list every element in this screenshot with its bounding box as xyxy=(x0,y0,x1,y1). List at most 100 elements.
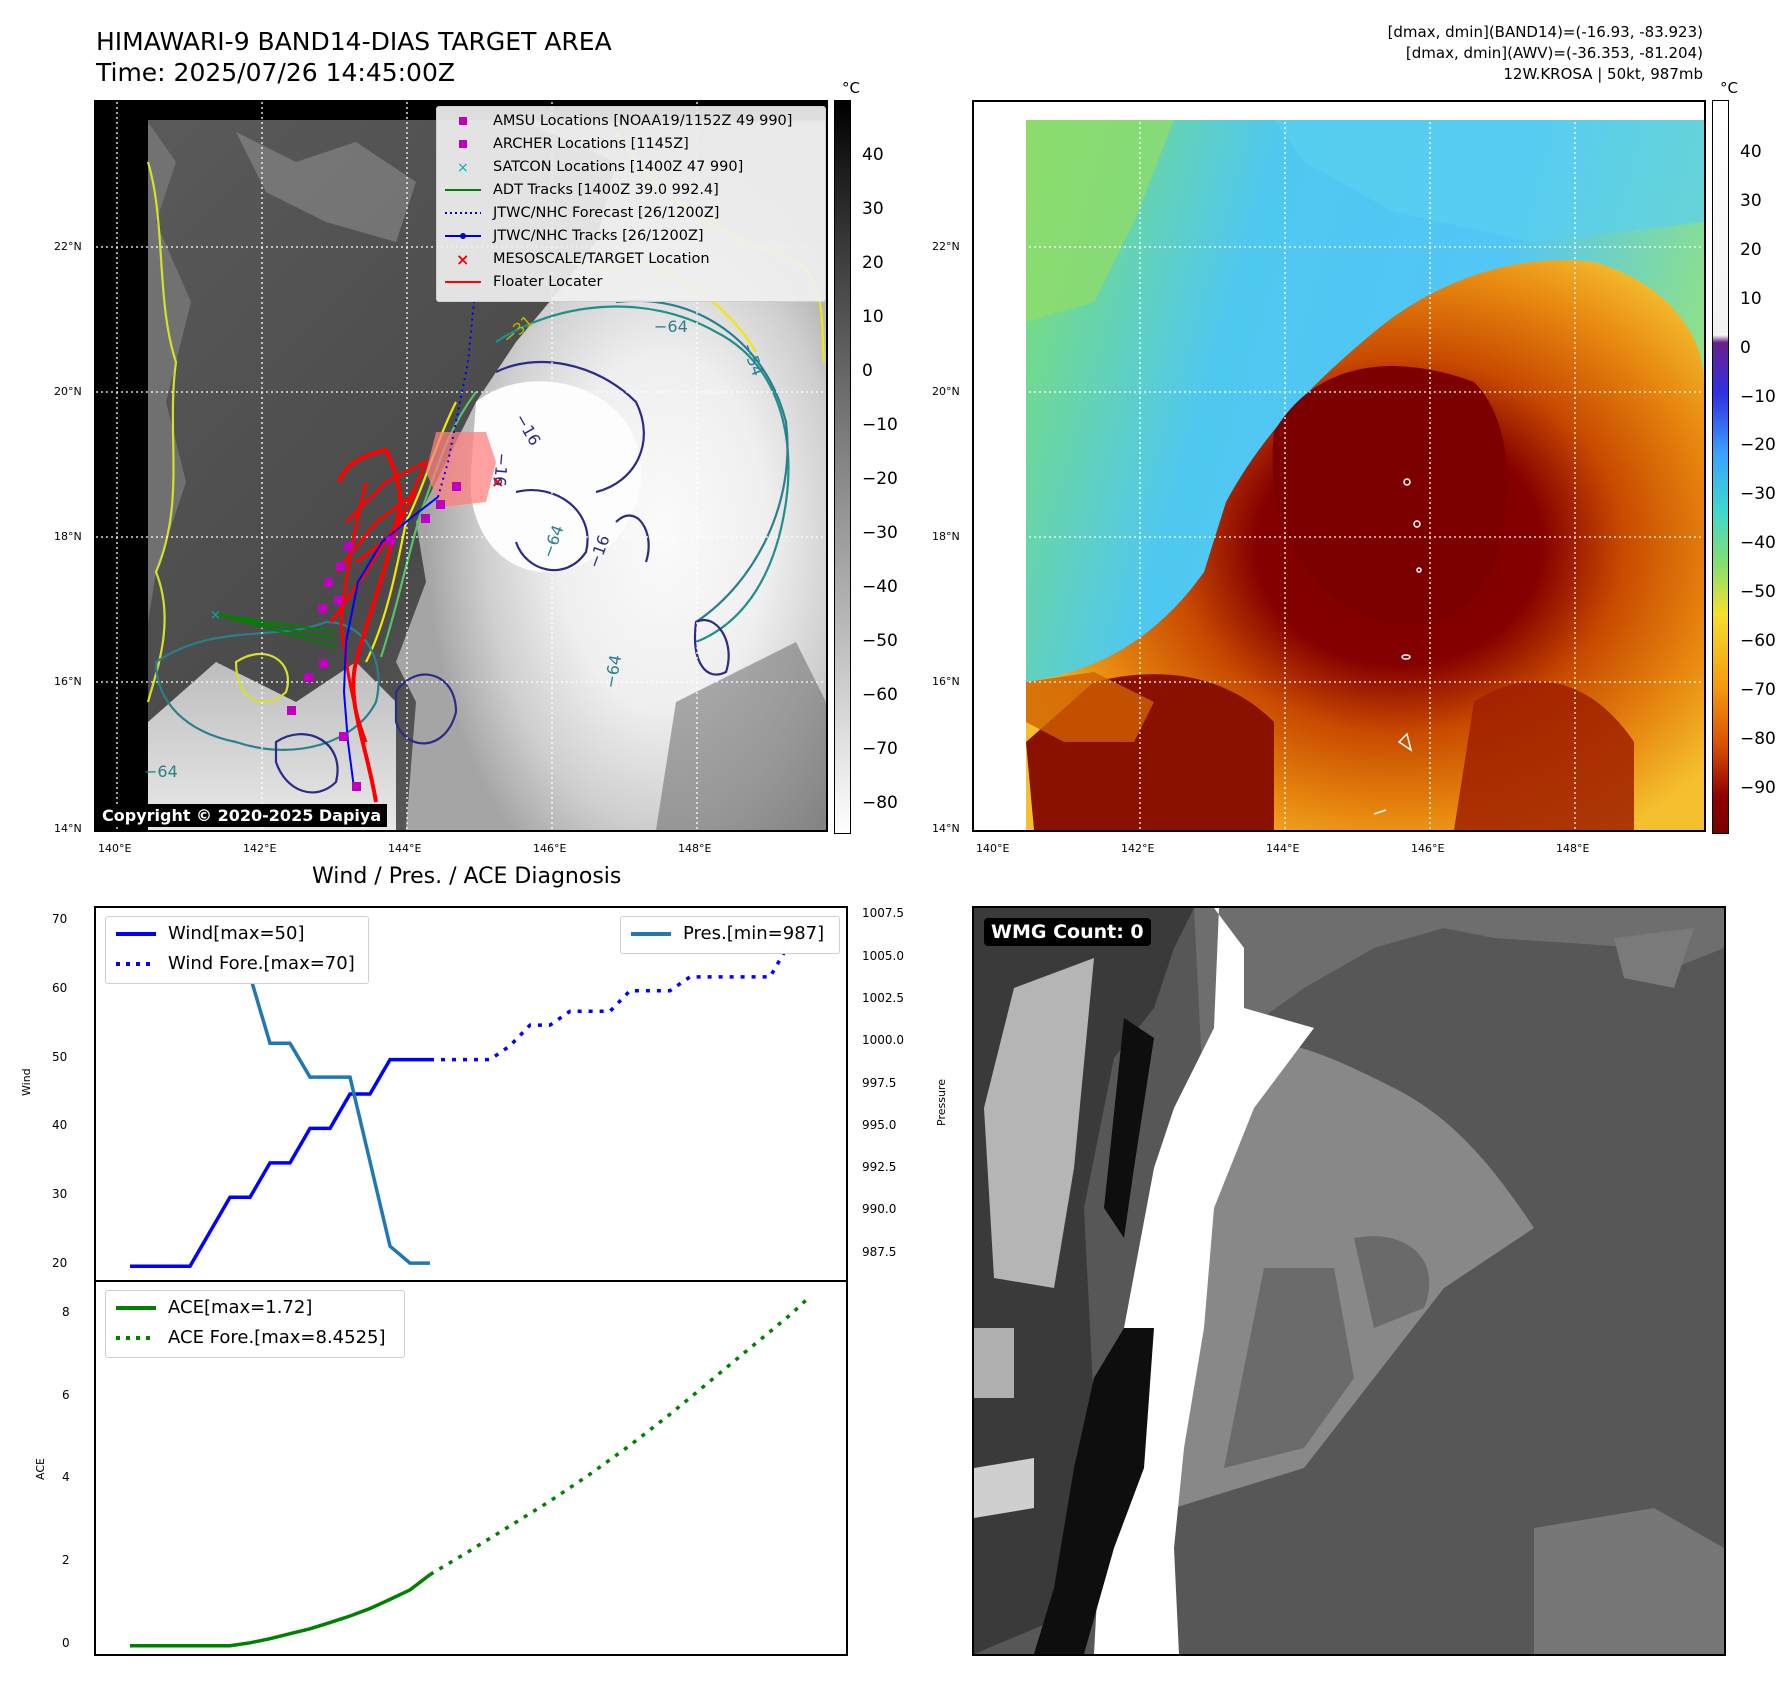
awv-colorbar-tick: −30 xyxy=(1740,484,1776,505)
ir-colorbar-tick: −50 xyxy=(862,631,898,651)
awv-colorbar-tick: 20 xyxy=(1740,239,1762,260)
svg-text:×: × xyxy=(491,472,504,491)
wind-tick-label: 40 xyxy=(52,1118,68,1133)
ir-colorbar-tick: −60 xyxy=(862,685,898,705)
lon-label: 148°E xyxy=(1556,842,1590,855)
wind-tick-label: 50 xyxy=(52,1049,68,1064)
awv-colorbar-tick: 0 xyxy=(1740,337,1751,358)
ace-tick-label: 2 xyxy=(62,1553,70,1568)
wind-line xyxy=(130,1057,430,1268)
legend-adt: ADT Tracks [1400Z 39.0 992.4] xyxy=(445,182,719,198)
legend-ace-fore: ACE Fore.[max=8.4525] xyxy=(116,1327,386,1348)
ir-colorbar-tick: −70 xyxy=(862,739,898,759)
svg-text:×: × xyxy=(456,250,469,268)
figure-title-line2: Time: 2025/07/26 14:45:00Z xyxy=(96,58,455,87)
lat-label: 18°N xyxy=(932,530,960,543)
svg-text:×: × xyxy=(210,608,221,623)
wind-tick-label: 60 xyxy=(52,980,68,995)
ir-colorbar-unit: °C xyxy=(842,79,860,97)
ace-forecast-line xyxy=(429,1295,812,1577)
lon-label: 146°E xyxy=(533,842,567,855)
lat-label: 16°N xyxy=(932,675,960,688)
awv-colorbar-tick: 10 xyxy=(1740,288,1762,309)
ace-tick-label: 6 xyxy=(62,1387,70,1402)
awv-colorbar-tick: −10 xyxy=(1740,386,1776,407)
pressure-tick-label: 987.5 xyxy=(862,1244,897,1259)
contour-label: −64 xyxy=(144,762,178,781)
awv-colorbar-unit: °C xyxy=(1720,79,1738,97)
legend-jtwc-tracks: JTWC/NHC Tracks [26/1200Z] xyxy=(443,227,704,245)
awv-satellite-panel xyxy=(972,100,1706,832)
ace-chart: ACE[max=1.72] ACE Fore.[max=8.4525] xyxy=(94,1280,848,1656)
lat-label: 20°N xyxy=(54,385,82,398)
awv-colorbar-tick: −50 xyxy=(1740,582,1776,603)
ir-colorbar-tick: 40 xyxy=(862,145,884,165)
legend-wind-fore: Wind Fore.[max=70] xyxy=(116,953,355,974)
ir-colorbar-tick: −40 xyxy=(862,577,898,597)
wind-forecast-line xyxy=(430,940,810,1062)
ace-line xyxy=(130,1573,432,1648)
wind-axis-title: Wind xyxy=(20,1068,33,1096)
lat-label: 16°N xyxy=(54,675,82,688)
track-legend: AMSU Locations [NOAA19/1152Z 49 990] ARC… xyxy=(436,106,826,302)
lon-label: 144°E xyxy=(1266,842,1300,855)
ir-colorbar-tick: −30 xyxy=(862,523,898,543)
awv-colorbar-tick: −90 xyxy=(1740,777,1776,798)
lon-label: 142°E xyxy=(243,842,277,855)
lat-label: 22°N xyxy=(932,240,960,253)
info-band14: [dmax, dmin](BAND14)=(-16.93, -83.923) xyxy=(1387,23,1703,41)
ace-legend: ACE[max=1.72] ACE Fore.[max=8.4525] xyxy=(105,1290,405,1358)
legend-jtwc-forecast: JTWC/NHC Forecast [26/1200Z] xyxy=(445,205,720,221)
legend-archer: ARCHER Locations [1145Z] xyxy=(443,135,689,153)
awv-colorbar-tick: −80 xyxy=(1740,728,1776,749)
pressure-tick-label: 1007.5 xyxy=(862,906,904,921)
pressure-tick-label: 1005.0 xyxy=(862,948,904,963)
diagnosis-title: Wind / Pres. / ACE Diagnosis xyxy=(312,864,622,889)
legend-target: × MESOSCALE/TARGET Location xyxy=(456,250,710,269)
legend-amsu: AMSU Locations [NOAA19/1152Z 49 990] xyxy=(443,112,792,130)
ir-colorbar-tick: −20 xyxy=(862,469,898,489)
lon-label: 142°E xyxy=(1121,842,1155,855)
wmg-count-badge: WMG Count: 0 xyxy=(984,918,1151,946)
wind-tick-label: 70 xyxy=(52,911,68,926)
awv-colorbar-tick: −20 xyxy=(1740,435,1776,456)
ir-colorbar xyxy=(834,100,851,834)
ir-satellite-panel: × × −64 −54 −16 −64 −16 −64 −31 −16 −64 … xyxy=(94,100,828,832)
awv-colorbar-tick: −60 xyxy=(1740,631,1776,651)
ace-axis-title: ACE xyxy=(34,1458,47,1480)
wmg-panel: WMG Count: 0 xyxy=(972,906,1726,1656)
lat-label: 22°N xyxy=(54,240,82,253)
pressure-tick-label: 1000.0 xyxy=(862,1033,904,1048)
awv-colorbar-tick: −40 xyxy=(1740,533,1776,554)
wind-tick-label: 20 xyxy=(52,1256,68,1271)
ace-tick-label: 0 xyxy=(62,1635,70,1650)
pressure-axis-title: Pressure xyxy=(935,1079,948,1126)
legend-floater: Floater Locater xyxy=(445,274,603,290)
ir-colorbar-tick: 30 xyxy=(862,199,884,219)
ir-colorbar-tick: −10 xyxy=(862,415,898,435)
ace-tick-label: 4 xyxy=(62,1470,70,1485)
ir-colorbar-tick: 20 xyxy=(862,253,884,273)
wind-legend: Wind[max=50] Wind Fore.[max=70] xyxy=(105,916,369,984)
lon-label: 144°E xyxy=(388,842,422,855)
awv-colorbar-tick: −70 xyxy=(1740,679,1776,700)
contour-label: −64 xyxy=(654,317,688,336)
svg-text:×: × xyxy=(457,160,469,176)
awv-colorbar-tick: 30 xyxy=(1740,190,1762,211)
ir-colorbar-tick: 10 xyxy=(862,307,884,327)
figure-title-line1: HIMAWARI-9 BAND14-DIAS TARGET AREA xyxy=(96,27,612,56)
lon-label: 148°E xyxy=(678,842,712,855)
pressure-tick-label: 995.0 xyxy=(862,1117,897,1132)
contour-label: −16 xyxy=(489,451,512,488)
lon-label: 140°E xyxy=(98,842,132,855)
pressure-tick-label: 1002.5 xyxy=(862,991,904,1005)
pressure-legend: Pres.[min=987] xyxy=(620,916,840,954)
legend-wind: Wind[max=50] xyxy=(116,923,305,944)
pressure-tick-label: 997.5 xyxy=(862,1075,897,1090)
legend-pres: Pres.[min=987] xyxy=(631,923,825,944)
pressure-tick-label: 992.5 xyxy=(862,1160,897,1175)
lat-label: 18°N xyxy=(54,530,82,543)
lat-label: 14°N xyxy=(54,822,82,835)
lat-label: 20°N xyxy=(932,385,960,398)
lon-label: 146°E xyxy=(1411,842,1445,855)
